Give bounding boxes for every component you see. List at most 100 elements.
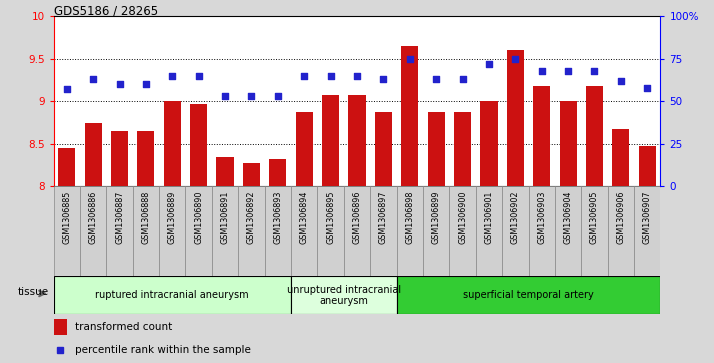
Text: GSM1306890: GSM1306890 — [194, 191, 203, 244]
Text: GSM1306888: GSM1306888 — [141, 191, 151, 244]
Point — [325, 73, 336, 79]
Bar — [639, 146, 656, 186]
FancyBboxPatch shape — [608, 186, 634, 276]
Point — [298, 73, 310, 79]
Point — [589, 68, 600, 74]
Text: GSM1306905: GSM1306905 — [590, 191, 599, 244]
Text: GSM1306896: GSM1306896 — [353, 191, 361, 244]
Text: GSM1306887: GSM1306887 — [115, 191, 124, 244]
Text: GSM1306885: GSM1306885 — [62, 191, 71, 244]
Text: tissue: tissue — [18, 287, 49, 297]
Bar — [507, 50, 524, 186]
Text: transformed count: transformed count — [75, 322, 172, 332]
FancyBboxPatch shape — [106, 186, 133, 276]
Point — [166, 73, 178, 79]
Text: GSM1306892: GSM1306892 — [247, 191, 256, 244]
FancyBboxPatch shape — [396, 276, 660, 314]
Bar — [137, 131, 154, 186]
Bar — [296, 111, 313, 186]
Text: percentile rank within the sample: percentile rank within the sample — [75, 345, 251, 355]
Bar — [58, 148, 75, 186]
FancyBboxPatch shape — [476, 186, 502, 276]
Text: GSM1306904: GSM1306904 — [563, 191, 573, 244]
FancyBboxPatch shape — [449, 186, 476, 276]
Point — [483, 61, 495, 67]
Text: GSM1306899: GSM1306899 — [432, 191, 441, 244]
Point — [272, 93, 283, 99]
FancyBboxPatch shape — [423, 186, 449, 276]
FancyBboxPatch shape — [186, 186, 212, 276]
Text: GSM1306902: GSM1306902 — [511, 191, 520, 244]
Text: GSM1306895: GSM1306895 — [326, 191, 335, 244]
Text: ruptured intracranial aneurysm: ruptured intracranial aneurysm — [96, 290, 249, 300]
FancyBboxPatch shape — [159, 186, 186, 276]
Bar — [348, 95, 366, 186]
FancyBboxPatch shape — [396, 186, 423, 276]
Bar — [269, 159, 286, 186]
Bar — [613, 130, 630, 186]
Text: GSM1306894: GSM1306894 — [300, 191, 308, 244]
Point — [457, 76, 468, 82]
Bar — [533, 86, 550, 186]
Point — [246, 93, 257, 99]
Text: GDS5186 / 28265: GDS5186 / 28265 — [54, 4, 158, 17]
Bar — [428, 111, 445, 186]
Point — [378, 76, 389, 82]
Bar — [216, 156, 233, 186]
Text: GSM1306900: GSM1306900 — [458, 191, 467, 244]
Text: GSM1306897: GSM1306897 — [379, 191, 388, 244]
Point — [61, 86, 72, 92]
FancyBboxPatch shape — [133, 186, 159, 276]
Point — [114, 81, 125, 87]
Text: GSM1306901: GSM1306901 — [484, 191, 493, 244]
Point — [642, 85, 653, 91]
FancyBboxPatch shape — [238, 186, 265, 276]
Text: GSM1306886: GSM1306886 — [89, 191, 98, 244]
FancyBboxPatch shape — [265, 186, 291, 276]
Text: GSM1306891: GSM1306891 — [221, 191, 230, 244]
Point — [615, 78, 627, 84]
Bar — [243, 163, 260, 186]
FancyBboxPatch shape — [318, 186, 344, 276]
Text: unruptured intracranial
aneurysm: unruptured intracranial aneurysm — [287, 285, 401, 306]
FancyBboxPatch shape — [528, 186, 555, 276]
FancyBboxPatch shape — [370, 186, 396, 276]
Point — [563, 68, 574, 74]
Bar — [84, 123, 101, 186]
Text: GSM1306889: GSM1306889 — [168, 191, 177, 244]
FancyBboxPatch shape — [634, 186, 660, 276]
FancyBboxPatch shape — [291, 186, 318, 276]
Point — [404, 56, 416, 62]
Point — [219, 93, 231, 99]
Point — [536, 68, 548, 74]
FancyBboxPatch shape — [54, 276, 291, 314]
Bar — [481, 101, 498, 186]
Bar — [586, 86, 603, 186]
Text: GSM1306898: GSM1306898 — [406, 191, 414, 244]
Point — [140, 81, 151, 87]
FancyBboxPatch shape — [581, 186, 608, 276]
Text: GSM1306907: GSM1306907 — [643, 191, 652, 244]
FancyBboxPatch shape — [80, 186, 106, 276]
Text: GSM1306893: GSM1306893 — [273, 191, 282, 244]
Bar — [560, 101, 577, 186]
FancyBboxPatch shape — [291, 276, 396, 314]
Bar — [454, 113, 471, 186]
FancyBboxPatch shape — [502, 186, 528, 276]
Point — [431, 76, 442, 82]
Bar — [322, 95, 339, 186]
FancyBboxPatch shape — [54, 186, 80, 276]
Text: GSM1306906: GSM1306906 — [616, 191, 625, 244]
Point — [510, 56, 521, 62]
Bar — [164, 101, 181, 186]
FancyBboxPatch shape — [555, 186, 581, 276]
FancyBboxPatch shape — [344, 186, 370, 276]
Bar — [111, 131, 128, 186]
Point — [351, 73, 363, 79]
Text: GSM1306903: GSM1306903 — [537, 191, 546, 244]
Bar — [375, 113, 392, 186]
FancyBboxPatch shape — [212, 186, 238, 276]
Point — [87, 76, 99, 82]
Bar — [54, 319, 67, 335]
Text: superficial temporal artery: superficial temporal artery — [463, 290, 594, 300]
